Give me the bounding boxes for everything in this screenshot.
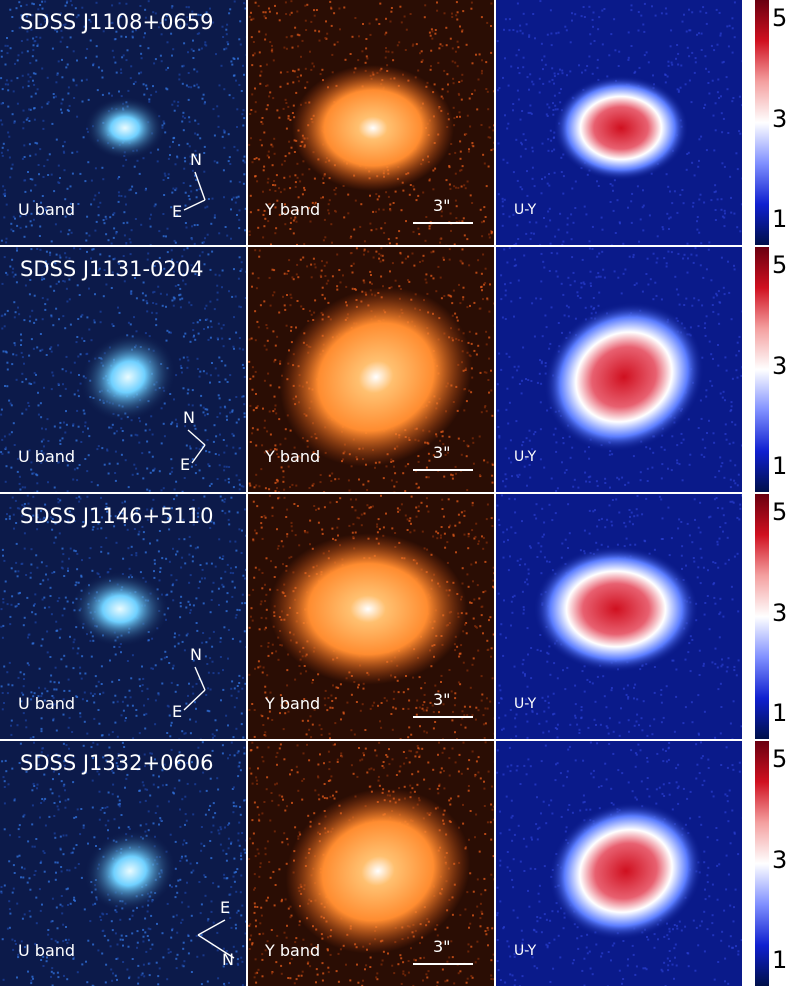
compass-label: N [222, 950, 234, 969]
u-y-label: U-Y [514, 449, 537, 465]
colorbar [755, 0, 769, 245]
colorbar-tick-label: 3 [772, 599, 788, 627]
compass-label: E [172, 702, 183, 721]
colorbar-tick-label: 3 [772, 352, 788, 380]
compass-label: E [172, 202, 183, 221]
compass-arrows [183, 171, 206, 211]
colorbar-tick-label: 5 [772, 498, 788, 526]
scale-bar-label: 3" [433, 443, 451, 462]
object-name: SDSS J1108+0659 [20, 10, 214, 34]
y-band-label: Y band [265, 694, 321, 713]
u-band-image [0, 0, 246, 245]
y-band-image [248, 494, 494, 739]
colorbar-tick-label: 3 [772, 105, 788, 133]
u-y-color-map [496, 247, 742, 492]
compass-label: N [183, 408, 195, 427]
u-band-label: U band [18, 941, 76, 960]
u-y-color-map [496, 494, 742, 739]
u-y-label: U-Y [514, 696, 537, 712]
y-band-image [248, 0, 494, 245]
object-name: SDSS J1146+5110 [20, 504, 214, 528]
u-band-label: U band [18, 200, 76, 219]
y-band-image [248, 741, 494, 986]
colorbar-tick-label: 1 [772, 699, 788, 727]
y-band-image [248, 247, 494, 492]
compass-arrows [197, 919, 235, 959]
compass-label: E [220, 898, 231, 917]
y-band-label: Y band [265, 447, 321, 466]
u-band-label: U band [18, 694, 76, 713]
compass-label: E [180, 455, 191, 474]
object-name: SDSS J1131-0204 [20, 257, 204, 281]
colorbar-tick-label: 3 [772, 846, 788, 874]
compass-label: N [190, 645, 202, 664]
scale-bar-label: 3" [433, 196, 451, 215]
colorbar-tick-label: 1 [772, 946, 788, 974]
colorbar-tick-label: 1 [772, 452, 788, 480]
colorbar-tick-label: 5 [772, 4, 788, 32]
u-band-image [0, 494, 246, 739]
u-y-label: U-Y [514, 943, 537, 959]
compass-label: N [190, 150, 202, 169]
compass-arrows [187, 429, 206, 464]
u-band-label: U band [18, 447, 76, 466]
colorbar [755, 494, 769, 739]
u-y-color-map [496, 0, 742, 245]
u-y-label: U-Y [514, 202, 537, 218]
colorbar-tick-label: 5 [772, 251, 788, 279]
scale-bar-label: 3" [433, 690, 451, 709]
object-name: SDSS J1332+0606 [20, 751, 214, 775]
colorbar-tick-label: 1 [772, 205, 788, 233]
colorbar [755, 741, 769, 986]
colorbar-tick-label: 5 [772, 745, 788, 773]
colorbar [755, 247, 769, 492]
u-band-image [0, 741, 246, 986]
compass-arrows [183, 666, 206, 711]
u-y-color-map [496, 741, 742, 986]
u-band-image [0, 247, 246, 492]
y-band-label: Y band [265, 200, 321, 219]
scale-bar-label: 3" [433, 937, 451, 956]
y-band-label: Y band [265, 941, 321, 960]
